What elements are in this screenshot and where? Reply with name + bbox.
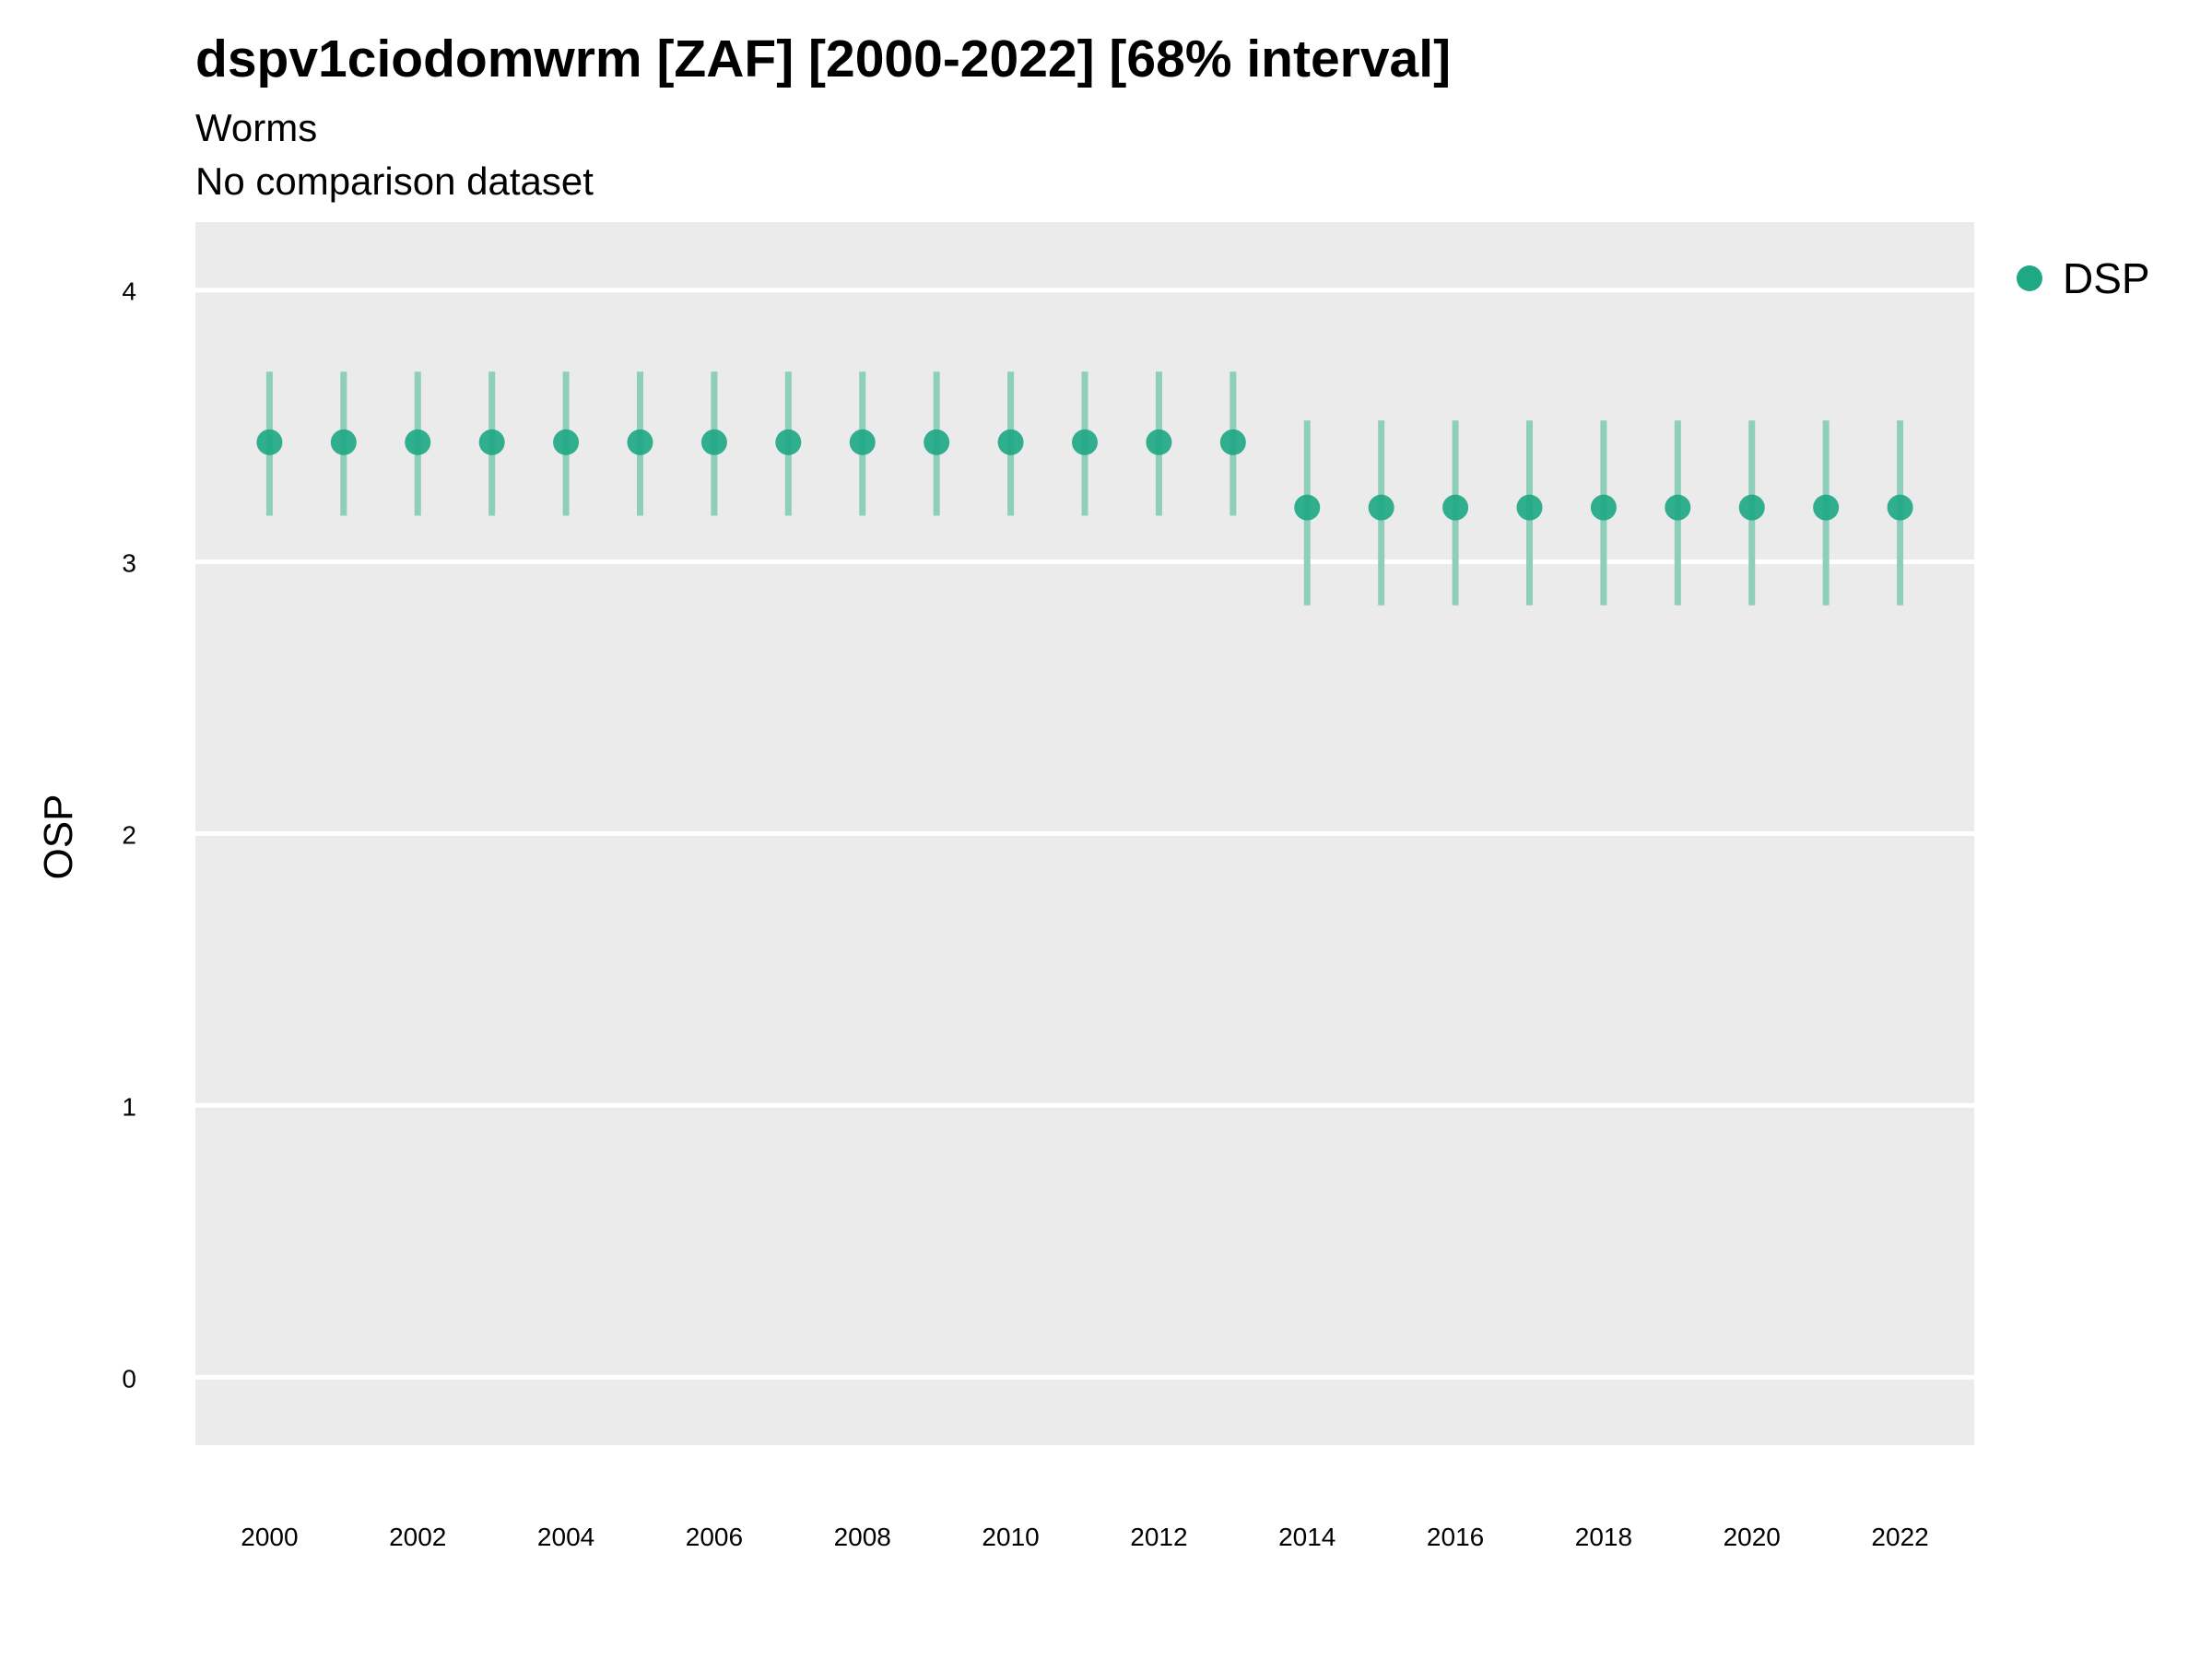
- data-point: [478, 429, 505, 455]
- data-point: [553, 429, 580, 455]
- y-tick-label: 4: [122, 277, 136, 306]
- y-tick-label: 1: [122, 1092, 136, 1121]
- data-point: [1146, 429, 1172, 455]
- data-point: [1442, 494, 1469, 521]
- x-tick-label: 2020: [1724, 1523, 1781, 1551]
- x-tick-label: 2012: [1130, 1523, 1187, 1551]
- chart-title: dspv1ciodomwrm [ZAF] [2000-2022] [68% in…: [195, 29, 1452, 88]
- data-point: [1294, 494, 1321, 521]
- data-point: [1665, 494, 1691, 521]
- data-point: [1072, 429, 1098, 455]
- x-tick-label: 2008: [834, 1523, 891, 1551]
- data-point: [405, 429, 431, 455]
- chart-subtitle: Worms: [195, 106, 318, 149]
- x-tick-label: 2002: [389, 1523, 446, 1551]
- data-point: [1887, 494, 1913, 521]
- x-tick-label: 2000: [241, 1523, 298, 1551]
- data-point: [1813, 494, 1840, 521]
- x-tick-label: 2004: [537, 1523, 594, 1551]
- data-point: [997, 429, 1024, 455]
- data-point: [1516, 494, 1543, 521]
- data-point: [627, 429, 653, 455]
- y-tick-label: 3: [122, 549, 136, 578]
- y-tick-label: 2: [122, 821, 136, 850]
- legend: DSP: [2017, 254, 2150, 302]
- x-tick-label: 2010: [982, 1523, 1039, 1551]
- data-point: [849, 429, 876, 455]
- data-point: [330, 429, 357, 455]
- legend-key-dsp: [2017, 265, 2042, 291]
- data-point: [775, 429, 802, 455]
- x-tick-label: 2018: [1575, 1523, 1632, 1551]
- x-tick-label: 2022: [1871, 1523, 1928, 1551]
- x-tick-label: 2016: [1427, 1523, 1484, 1551]
- x-tick-label: 2006: [686, 1523, 743, 1551]
- data-point: [1738, 494, 1765, 521]
- data-point: [1219, 429, 1246, 455]
- y-tick-labels: 0 1 2 3 4: [122, 277, 136, 1394]
- y-tick-label: 0: [122, 1364, 136, 1393]
- data-points: [256, 429, 1913, 521]
- y-axis-title: OSP: [36, 794, 81, 880]
- legend-label-dsp: DSP: [2063, 254, 2150, 302]
- x-tick-label: 2014: [1278, 1523, 1335, 1551]
- grid-lines: [195, 288, 1974, 1380]
- chart-caption: No comparison dataset: [195, 159, 594, 203]
- x-tick-labels: 2000 2002 2004 2006 2008 2010 2012 2014 2016 2018…: [241, 1523, 1928, 1551]
- data-point: [700, 429, 727, 455]
- data-point: [256, 429, 283, 455]
- data-point: [1590, 494, 1617, 521]
- data-point: [1368, 494, 1394, 521]
- data-point: [924, 429, 950, 455]
